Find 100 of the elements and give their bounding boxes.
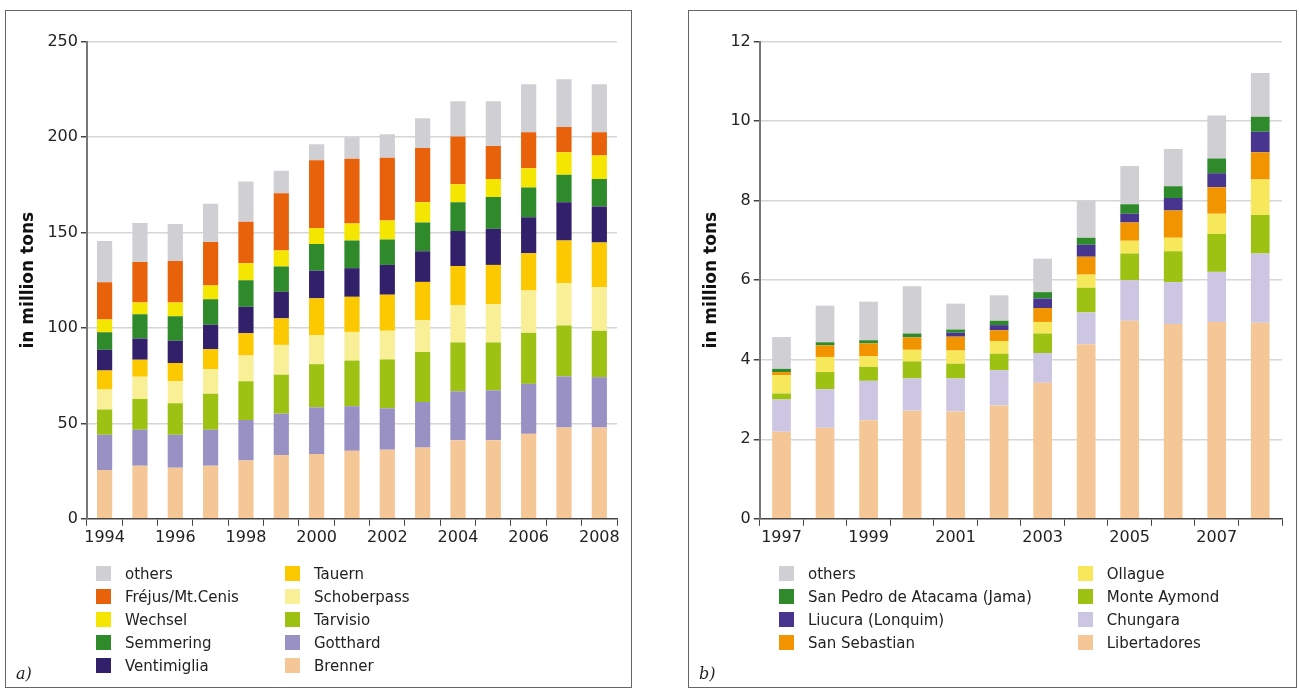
bar [521,332,537,384]
bar [238,381,254,421]
bar [379,294,395,331]
bar [1250,152,1270,180]
bar [1250,322,1270,519]
bar [591,377,607,428]
bar [344,240,360,269]
bar [203,465,219,519]
bar [415,320,431,352]
y-tick-label: 50 [57,412,78,432]
bar [97,240,113,283]
bar [591,287,607,331]
bar [132,359,148,377]
bar [815,356,835,373]
bar [450,305,466,343]
bar [1033,333,1052,353]
bar [132,465,148,519]
bar [1163,282,1183,324]
legend-label: Wechsel [125,610,188,629]
legend-label: Ventimiglia [125,656,209,675]
bar [1250,131,1270,153]
bar [485,196,501,229]
bar [415,281,431,321]
bar [203,242,219,286]
y-axis-title: in million tons [699,211,720,349]
y-tick-label: 4 [740,348,751,368]
bar [1076,256,1096,275]
bar [344,450,360,519]
bar [450,101,466,137]
bar [1207,234,1227,272]
bar [132,338,148,360]
bar [238,306,254,334]
bar [238,280,254,307]
bar [556,152,572,175]
bar [309,335,325,365]
bar [772,368,791,373]
bar [97,282,113,320]
bar [167,261,183,303]
bar [167,434,183,468]
x-tick-label: 1997 [761,526,802,546]
bar [772,375,791,394]
bar [450,136,466,185]
bar [556,240,572,284]
bar [415,351,431,402]
x-tick-label: 1999 [848,526,889,546]
bar [1076,287,1096,313]
bar [521,217,537,254]
bar [203,285,219,300]
legend-label: Chungara [1106,610,1180,629]
bar [859,366,878,381]
bar [521,253,537,291]
bar [309,270,325,299]
bar [1033,298,1052,309]
bar [273,455,289,519]
bar [167,363,183,382]
bar [591,427,607,519]
y-tick-label: 0 [67,507,78,527]
bar [132,376,148,400]
legend-label: others [808,564,856,583]
bar [815,305,835,343]
bar [309,298,325,336]
bar [591,206,607,243]
bar [273,374,289,414]
bar [379,157,395,221]
bar [1163,210,1183,238]
bar [97,469,113,519]
bar [309,454,325,519]
bar [591,179,607,207]
bar [1120,320,1140,519]
bar [815,345,835,357]
bar [556,126,572,153]
bar [989,330,1009,342]
bar [946,303,965,330]
bar [309,160,325,229]
bar [450,440,466,519]
legend-label: Brenner [313,656,374,675]
bar [1163,186,1183,198]
bar [167,467,183,519]
bar [273,413,289,456]
bar [1250,116,1270,132]
bar [132,314,148,339]
bar [521,187,537,218]
x-tick-label: 2008 [578,526,620,546]
bar [415,222,431,252]
bar [902,410,922,519]
bar [485,390,501,441]
legend-label: Libertadores [1106,633,1201,652]
bar [273,291,289,319]
bar [132,429,148,466]
bar [309,407,325,455]
bar [238,355,254,382]
bar [902,378,922,411]
bar [1207,187,1227,214]
legend-label: Tarvisio [313,610,371,629]
bar [167,340,183,364]
bar [772,399,791,432]
bar [132,302,148,315]
bar [485,342,501,391]
bar [815,342,835,346]
bar [450,184,466,203]
